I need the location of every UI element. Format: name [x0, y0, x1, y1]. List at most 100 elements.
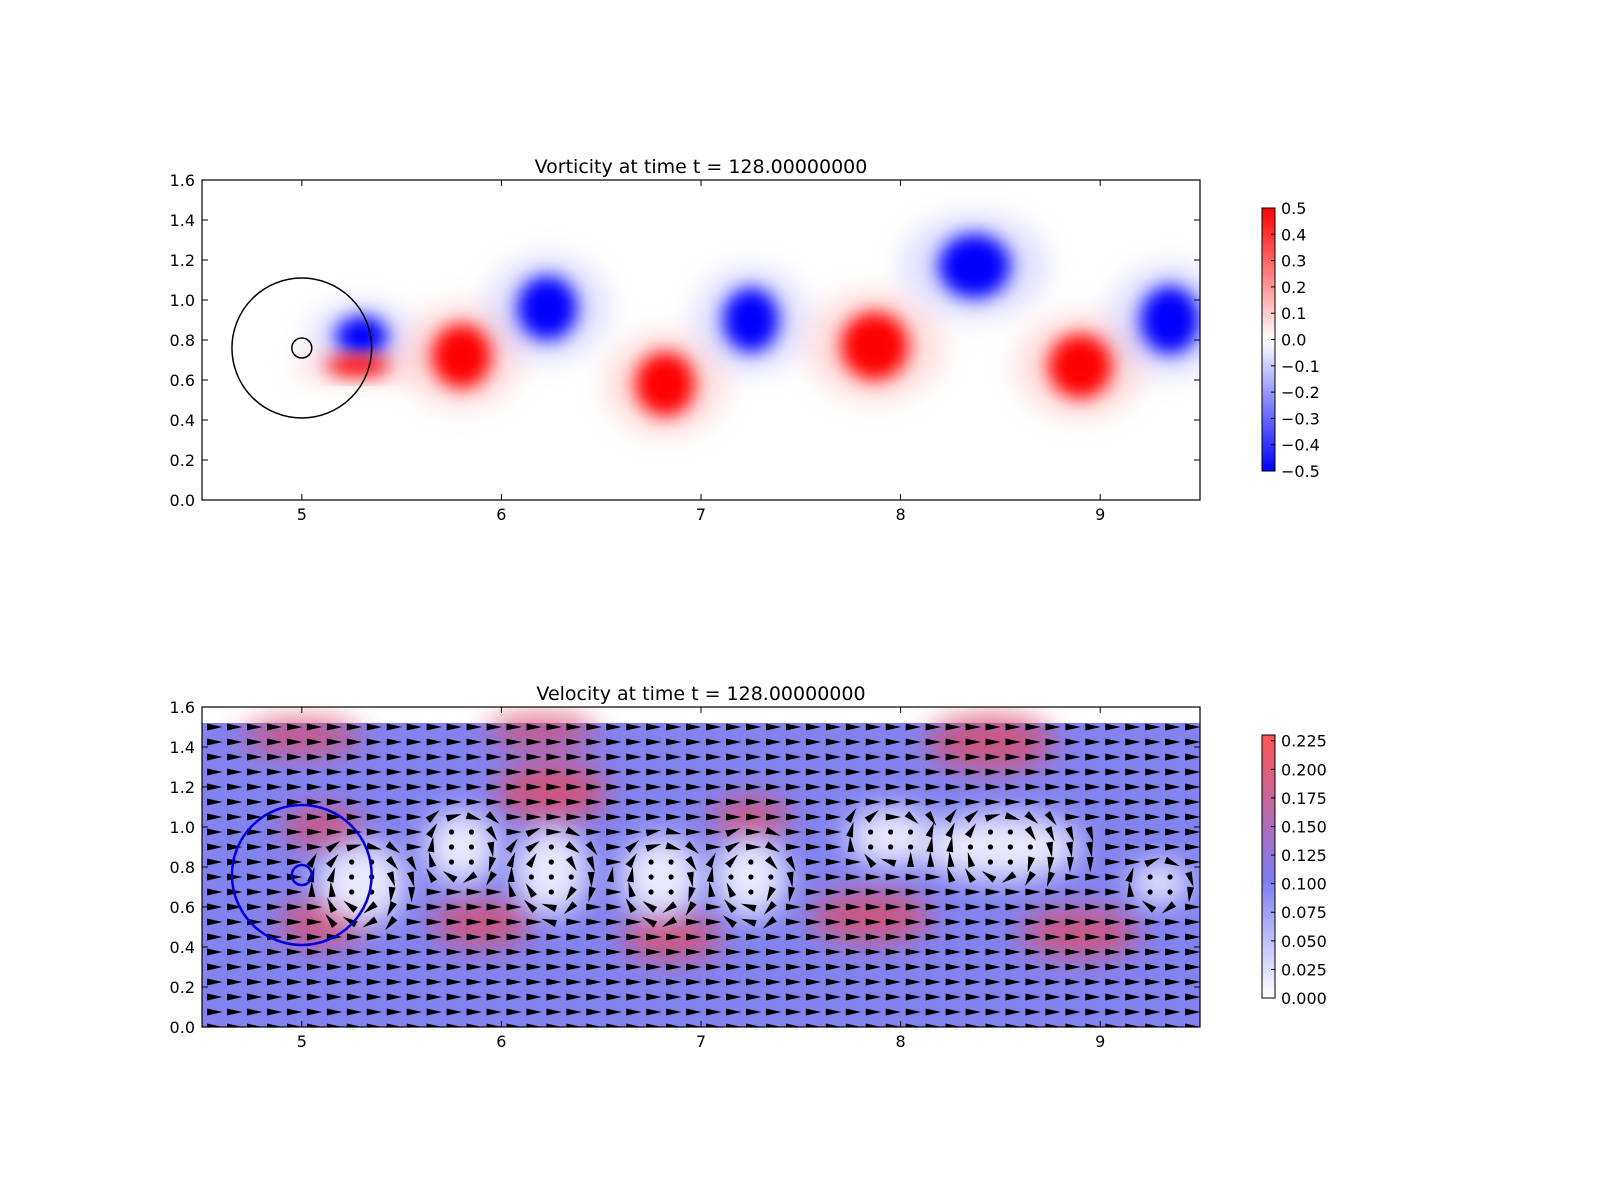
velocity-arrow: [666, 963, 682, 971]
velocity-arrow: [1185, 1008, 1200, 1016]
velocity-arrow: [227, 1008, 243, 1016]
velocity-arrow: [227, 978, 243, 986]
velocity-arrow: [1085, 841, 1093, 858]
velocity-arrow: [765, 738, 782, 746]
velocity-arrow: [1145, 993, 1161, 1001]
velocity-arrow: [726, 933, 742, 941]
velocity-arrow: [1165, 963, 1181, 971]
velocity-arrow: [905, 963, 922, 971]
velocity-arrow: [965, 723, 981, 731]
vorticity-title: Vorticity at time t = 128.00000000: [535, 156, 868, 178]
velocity-arrow: [426, 753, 443, 761]
velocity-arrow: [1105, 1023, 1121, 1027]
velocity-arrow: [688, 886, 696, 903]
velocity-arrow: [1185, 858, 1200, 866]
velocity-arrow: [686, 918, 702, 926]
velocity-arrow: [426, 868, 438, 884]
velocity-arrow: [1005, 753, 1021, 761]
velocity-arrow: [306, 1023, 323, 1027]
velocity-arrow: [446, 798, 462, 806]
velocity-arrow: [845, 918, 862, 926]
velocity-arrow: [905, 948, 922, 956]
y-tick-label: 1.2: [170, 778, 195, 797]
y-tick-label: 0.4: [170, 938, 195, 957]
velocity-arrow: [1085, 903, 1101, 911]
velocity-arrow: [606, 828, 622, 836]
velocity-arrow: [845, 768, 862, 776]
velocity-arrow: [706, 1023, 722, 1027]
velocity-arrow: [945, 903, 961, 911]
velocity-arrow: [666, 783, 682, 791]
velocity-arrow: [406, 978, 423, 986]
velocity-arrow: [286, 858, 303, 866]
velocity-arrow: [506, 783, 522, 791]
velocity-arrow: [286, 978, 303, 986]
velocity-arrow: [1165, 843, 1181, 851]
velocity-arrow: [1105, 888, 1121, 896]
velocity-arrow: [865, 918, 882, 926]
y-tick-label: 1.4: [170, 738, 195, 757]
velocity-arrow: [247, 783, 263, 791]
velocity-arrow: [626, 948, 642, 956]
velocity-dot: [1007, 859, 1013, 865]
velocity-arrow: [1125, 753, 1141, 761]
velocity-arrow: [905, 888, 922, 896]
velocity-dot: [349, 859, 355, 865]
velocity-arrow: [386, 828, 403, 836]
velocity-arrow: [363, 901, 378, 914]
velocity-arrow: [446, 723, 462, 731]
y-tick-label: 1.6: [170, 171, 195, 190]
velocity-arrow: [927, 851, 935, 868]
velocity-arrow: [566, 738, 582, 746]
negative-vortex: [335, 316, 388, 356]
velocity-arrow: [386, 993, 403, 1001]
velocity-arrow: [566, 918, 582, 926]
velocity-arrow: [1065, 888, 1081, 896]
velocity-arrow: [446, 888, 462, 896]
velocity-arrow: [406, 963, 423, 971]
velocity-arrow: [266, 1008, 283, 1016]
velocity-arrow: [227, 948, 243, 956]
velocity-arrow: [526, 768, 542, 776]
velocity-arrow: [426, 1008, 443, 1016]
velocity-arrow: [286, 768, 303, 776]
velocity-arrow: [763, 901, 777, 915]
velocity-arrow: [606, 768, 622, 776]
velocity-arrow: [227, 783, 243, 791]
velocity-arrow: [328, 881, 336, 898]
velocity-arrow: [1145, 933, 1161, 941]
velocity-arrow: [885, 738, 902, 746]
velocity-arrow: [926, 836, 934, 853]
x-tick-label: 7: [696, 1032, 706, 1051]
vorticity-body-circles: [231, 277, 373, 419]
velocity-arrow: [586, 828, 602, 836]
colorbar-tick-label: 0.000: [1281, 989, 1327, 1008]
colorbar-tick-label: 0.3: [1281, 252, 1306, 271]
velocity-arrow: [247, 933, 263, 941]
velocity-arrow: [666, 813, 682, 821]
vorticity-colorbar-ticks: 0.5 0.4 0.3 0.2 0.1 0.0 −0.1 −0.2 −0.3 −0.4 −0.5: [1271, 199, 1320, 481]
velocity-arrow: [805, 723, 822, 731]
velocity-arrow: [266, 753, 283, 761]
velocity-arrow: [626, 828, 642, 836]
velocity-arrow: [885, 978, 902, 986]
velocity-arrow: [1025, 1023, 1041, 1027]
velocity-arrow: [885, 1008, 902, 1016]
velocity-arrow: [1025, 963, 1041, 971]
slow-flow-region: [1130, 863, 1191, 903]
velocity-arrow: [825, 948, 842, 956]
velocity-arrow: [306, 978, 323, 986]
velocity-arrow: [426, 888, 443, 896]
velocity-arrow: [306, 828, 323, 836]
velocity-arrow: [385, 915, 398, 931]
velocity-arrow: [785, 963, 802, 971]
velocity-arrow: [247, 978, 263, 986]
velocity-arrow: [625, 840, 640, 853]
velocity-arrow: [1105, 798, 1121, 806]
velocity-arrow: [646, 798, 662, 806]
velocity-arrow: [765, 723, 782, 731]
velocity-arrow: [765, 813, 782, 821]
velocity-arrow: [586, 918, 602, 926]
colorbar-tick-label: 0.100: [1281, 875, 1327, 894]
velocity-arrow: [308, 881, 316, 897]
